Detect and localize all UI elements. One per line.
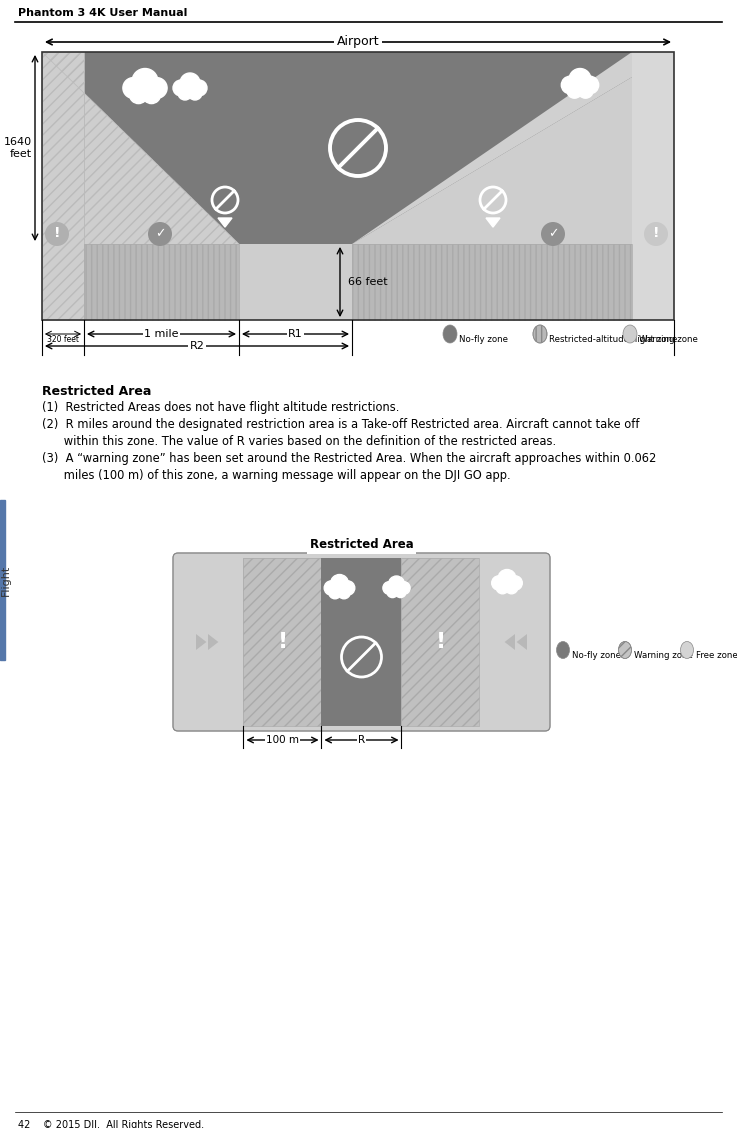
Bar [42,52,674,320]
Text: 66 feet: 66 feet [348,277,388,287]
Circle shape [147,78,167,98]
Circle shape [338,587,350,599]
Ellipse shape [618,642,632,659]
Polygon shape [402,558,480,726]
Text: !: ! [277,632,287,652]
Circle shape [388,576,405,592]
Text: R2: R2 [189,341,204,351]
Circle shape [395,587,406,598]
Ellipse shape [443,325,457,343]
Circle shape [330,574,349,592]
Circle shape [496,581,509,593]
Text: No-fly zone: No-fly zone [572,651,621,660]
Circle shape [578,82,593,98]
Text: (2)  R miles around the designated restriction area is a Take-off Restricted are: (2) R miles around the designated restri… [42,418,640,431]
Circle shape [541,222,565,246]
Text: Phantom 3 4K User Manual: Phantom 3 4K User Manual [18,8,187,18]
Bar [0,500,5,660]
Text: 1 mile: 1 mile [144,329,179,340]
Text: 100 m: 100 m [266,735,299,744]
Circle shape [567,82,582,98]
Polygon shape [352,244,632,320]
Polygon shape [517,634,527,650]
Polygon shape [196,634,206,650]
Text: Restricted-altitude flight zone: Restricted-altitude flight zone [549,335,677,344]
Circle shape [492,575,506,590]
Polygon shape [84,244,239,320]
Circle shape [173,80,189,96]
Circle shape [569,69,591,90]
Text: !: ! [54,226,60,240]
Circle shape [123,78,144,98]
Circle shape [644,222,668,246]
Polygon shape [486,218,500,227]
Polygon shape [632,52,674,320]
Text: Restricted Area: Restricted Area [310,538,413,552]
Circle shape [508,575,523,590]
Text: within this zone. The value of R varies based on the definition of the restricte: within this zone. The value of R varies … [42,435,556,448]
Text: !: ! [436,632,446,652]
Text: 42    © 2015 DJI.  All Rights Reserved.: 42 © 2015 DJI. All Rights Reserved. [18,1120,204,1128]
Text: 1640
feet: 1640 feet [4,138,32,159]
Text: R1: R1 [288,329,303,340]
Text: (1)  Restricted Areas does not have flight altitude restrictions.: (1) Restricted Areas does not have fligh… [42,400,399,414]
Text: R: R [358,735,365,744]
Text: Warning zone: Warning zone [639,335,698,344]
Text: !: ! [653,226,660,240]
Circle shape [397,582,410,594]
Text: ✓: ✓ [155,228,165,240]
Text: Restricted Area: Restricted Area [42,385,151,398]
Text: No-fly zone: No-fly zone [459,335,508,344]
Text: Flight: Flight [1,564,11,596]
Text: Airport: Airport [337,35,380,49]
Text: (3)  A “warning zone” has been set around the Restricted Area. When the aircraft: (3) A “warning zone” has been set around… [42,452,657,465]
Polygon shape [42,52,84,320]
Polygon shape [42,52,239,244]
Circle shape [581,77,598,94]
Text: miles (100 m) of this zone, a warning message will appear on the DJI GO app.: miles (100 m) of this zone, a warning me… [42,469,511,482]
Circle shape [191,80,207,96]
Polygon shape [208,634,218,650]
Circle shape [148,222,172,246]
Text: Free zone: Free zone [696,651,737,660]
Circle shape [324,581,338,596]
Ellipse shape [623,325,637,343]
Polygon shape [218,218,232,227]
Text: 320 feet: 320 feet [47,335,79,344]
Polygon shape [243,558,321,726]
Circle shape [498,570,516,588]
Text: Warning zone: Warning zone [634,651,693,660]
Polygon shape [352,52,674,244]
Polygon shape [42,52,674,244]
Circle shape [178,86,192,100]
Ellipse shape [680,642,694,659]
Circle shape [383,582,396,594]
Text: ✓: ✓ [548,228,558,240]
Circle shape [142,86,161,104]
Bar [42,52,674,320]
Circle shape [132,69,158,95]
Ellipse shape [556,642,570,659]
Circle shape [329,587,341,599]
Circle shape [562,77,579,94]
Circle shape [387,587,398,598]
Circle shape [188,86,202,100]
Bar [321,558,402,726]
Circle shape [180,73,200,92]
Circle shape [130,86,147,104]
Polygon shape [505,634,515,650]
Circle shape [45,222,69,246]
Ellipse shape [533,325,547,343]
Circle shape [340,581,354,596]
FancyBboxPatch shape [173,553,550,731]
Circle shape [505,581,518,593]
